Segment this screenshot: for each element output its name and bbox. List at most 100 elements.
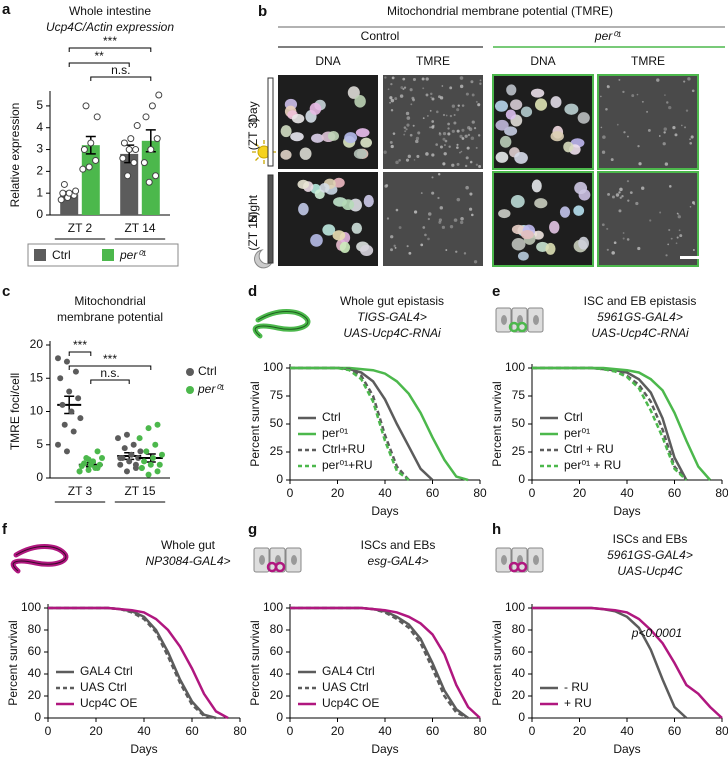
speckle <box>430 96 433 99</box>
data-point <box>130 441 137 448</box>
nucleus <box>563 141 574 153</box>
legend-label: per⁰¹ <box>197 382 224 396</box>
y-tick-label: 50 <box>512 416 526 430</box>
y-tick-label: 10 <box>30 404 44 418</box>
data-point <box>87 139 95 147</box>
speckle <box>407 154 411 159</box>
nucleus <box>342 199 355 211</box>
x-tick-label: 40 <box>378 724 392 738</box>
speckle <box>420 192 423 194</box>
y-axis-label: Percent survival <box>6 620 20 705</box>
data-point <box>130 159 138 167</box>
speckle <box>466 146 470 150</box>
data-point <box>143 448 150 455</box>
chart-title: ISCs and EBs <box>361 538 436 552</box>
speckle <box>470 136 475 141</box>
speckle <box>399 94 404 98</box>
y-tick-label: 100 <box>21 600 41 614</box>
speckle <box>409 88 413 92</box>
y-axis-label: Percent survival <box>490 620 504 705</box>
nucleus <box>355 128 370 138</box>
speckle <box>469 160 473 164</box>
data-point <box>145 425 152 432</box>
speckle <box>445 249 448 251</box>
speckle <box>636 93 639 96</box>
speckle <box>409 133 413 137</box>
speckle <box>618 209 622 213</box>
speckle <box>618 191 621 194</box>
column-label: DNA <box>530 54 555 68</box>
speckle <box>611 251 615 255</box>
speckle <box>659 211 662 214</box>
speckle <box>475 100 478 103</box>
speckle <box>465 92 469 96</box>
speckle <box>605 107 608 111</box>
chart-title: 5961GS-GAL4> <box>597 310 683 324</box>
nucleus <box>297 179 310 189</box>
y-tick-label: 80 <box>512 622 526 636</box>
y-axis-label: Percent survival <box>248 620 262 705</box>
speckle <box>667 243 670 246</box>
nucleus <box>549 220 560 234</box>
data-point <box>152 441 159 448</box>
data-point <box>115 435 121 442</box>
nucleus <box>530 88 545 98</box>
speckle <box>447 122 450 126</box>
speckle <box>464 164 468 168</box>
speckle <box>681 124 683 127</box>
data-point <box>117 461 124 468</box>
cell-nucleus <box>533 555 539 565</box>
x-tick-label: 40 <box>137 724 151 738</box>
speckle <box>444 144 446 146</box>
speckle <box>447 132 451 136</box>
x-tick-label: 80 <box>473 724 487 738</box>
x-tick-label: 80 <box>715 486 728 500</box>
y-tick-label: 100 <box>263 360 283 374</box>
data-point <box>92 156 100 164</box>
legend-label: per⁰¹+RU <box>322 458 373 472</box>
y-tick-label: 20 <box>30 337 44 351</box>
data-point <box>142 113 150 121</box>
speckle <box>456 197 461 202</box>
data-point <box>66 388 73 395</box>
speckle <box>431 153 435 157</box>
speckle <box>622 237 625 240</box>
legend-label: per⁰¹ <box>322 426 348 440</box>
significance-label: ** <box>95 49 105 63</box>
chart-title: Mitochondrial <box>74 294 145 308</box>
nucleus <box>577 112 590 124</box>
speckle <box>398 226 402 229</box>
nucleus <box>299 147 312 160</box>
nucleus <box>505 109 516 120</box>
speckle <box>601 223 605 227</box>
x-tick-label: 0 <box>287 486 294 500</box>
data-point <box>59 401 66 408</box>
speckle <box>417 131 421 135</box>
speckle <box>465 185 469 190</box>
speckle <box>676 212 679 215</box>
legend-label: Ctrl <box>52 248 71 262</box>
speckle <box>393 244 396 248</box>
x-axis-label: Days <box>613 742 640 756</box>
speckle <box>473 260 478 264</box>
data-point <box>155 91 163 99</box>
data-point <box>150 455 157 462</box>
nucleus <box>344 132 358 144</box>
x-tick-label: 80 <box>473 486 487 500</box>
speckle <box>611 195 615 199</box>
data-point <box>90 458 97 465</box>
speckle <box>425 93 429 97</box>
speckle <box>431 176 434 179</box>
speckle <box>471 120 475 124</box>
speckle <box>456 162 460 166</box>
y-tick-label: 3 <box>36 142 43 156</box>
nucleus <box>511 224 526 235</box>
speckle <box>398 158 401 162</box>
speckle <box>613 241 617 245</box>
nucleus <box>290 132 304 142</box>
x-tick-label: 20 <box>331 486 345 500</box>
x-tick-label: 60 <box>426 724 440 738</box>
speckle <box>451 163 455 167</box>
speckle <box>670 237 673 240</box>
chart-title: ISCs and EBs <box>613 532 688 546</box>
